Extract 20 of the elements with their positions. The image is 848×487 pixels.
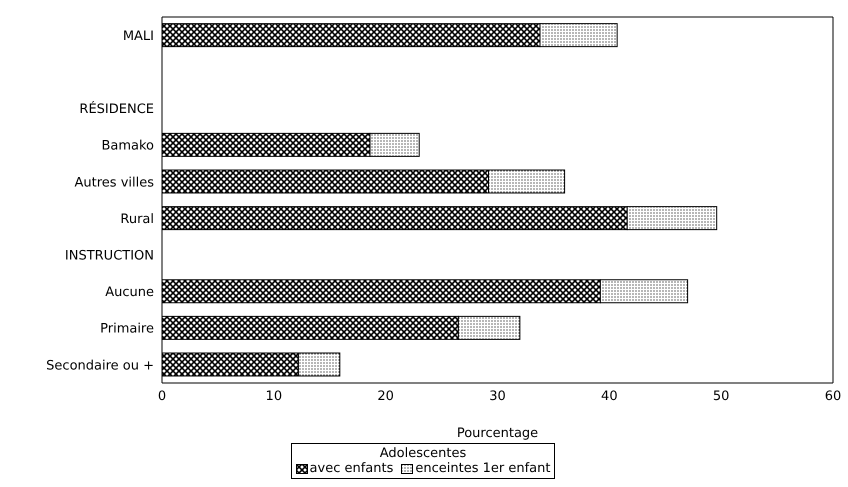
x-tick-label: 50 [712, 389, 730, 404]
x-tick-label: 10 [266, 389, 282, 404]
y-tick-label: Rural [120, 212, 154, 227]
y-tick-label: Primaire [100, 322, 154, 337]
y-tick-label: MALI [122, 28, 154, 44]
y-tick-label: Autres villes [74, 175, 154, 190]
legend-label: avec enfants [310, 461, 394, 476]
x-tick-label: 20 [377, 389, 394, 404]
x-tick-label: 30 [489, 389, 506, 404]
x-tick-label: 0 [158, 389, 166, 404]
legend-label: enceintes 1er enfant [415, 461, 550, 476]
x-tick-label: 60 [824, 389, 842, 404]
x-tick-label: 40 [601, 389, 618, 404]
y-tick-label: INSTRUCTION [64, 248, 154, 264]
y-tick-label: Bamako [101, 138, 154, 154]
y-tick-label: Secondaire ou + [46, 358, 154, 374]
legend-title: Adolescentes [378, 446, 468, 461]
y-tick-label: RÉSIDENCE [79, 100, 154, 118]
y-tick-label: Aucune [105, 285, 154, 300]
x-axis-title: Pourcentage [456, 426, 538, 441]
